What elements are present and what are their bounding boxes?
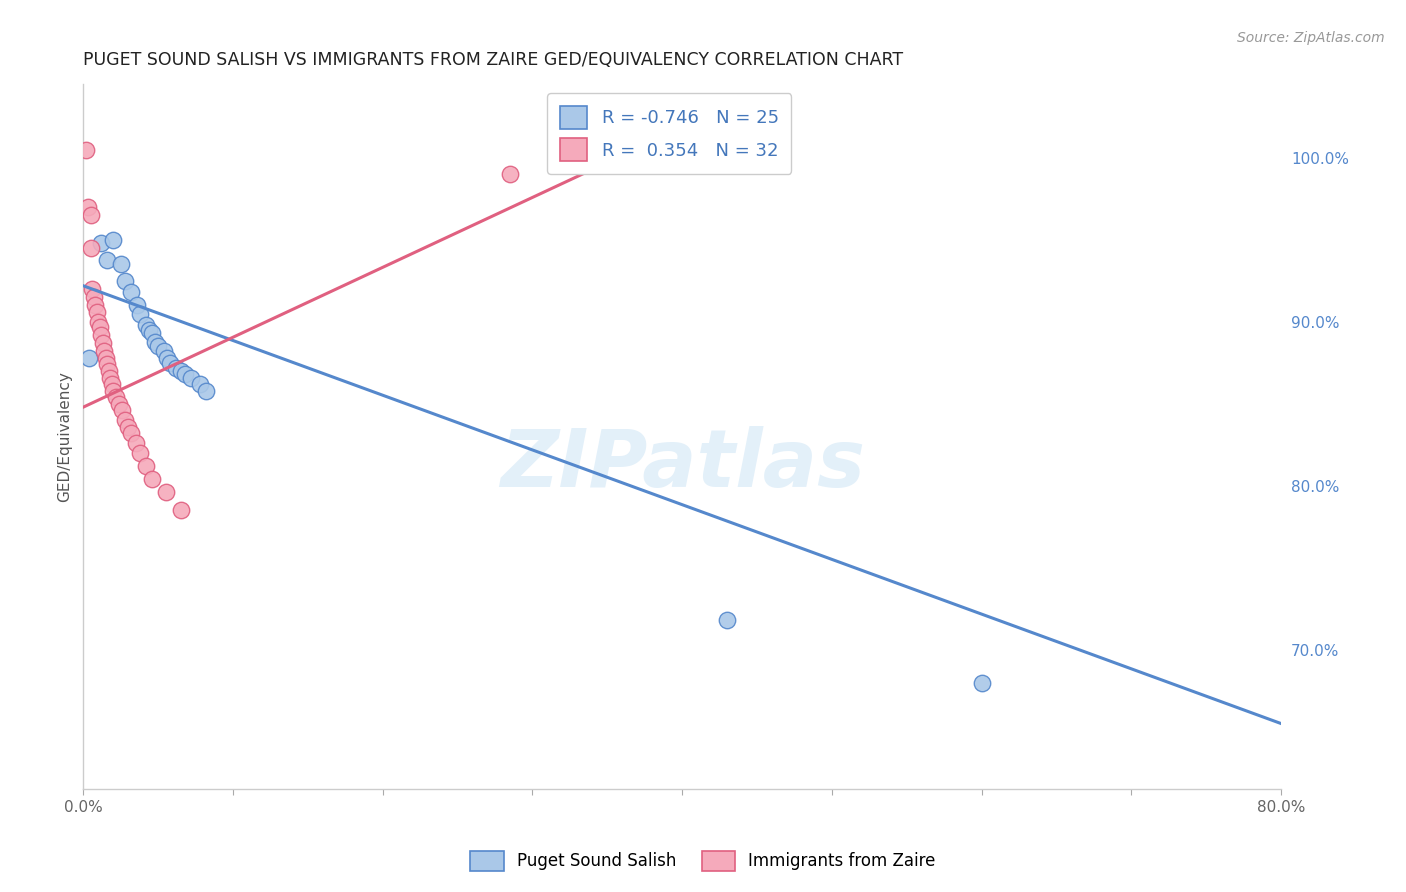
Point [114, 274, 136, 288]
Point [93, 344, 115, 359]
Point [156, 351, 179, 365]
Point [129, 446, 152, 460]
Point [120, 285, 142, 300]
Point [117, 419, 139, 434]
Point [98, 370, 121, 384]
Point [125, 436, 148, 450]
Point [97, 364, 120, 378]
Point [111, 403, 134, 417]
Point [96, 358, 118, 372]
Point [94, 351, 117, 365]
Point [153, 344, 176, 359]
Point [143, 334, 166, 349]
Point [91, 336, 114, 351]
Point [80, 208, 103, 222]
Point [83, 290, 105, 304]
Point [141, 472, 163, 486]
Point [77, 351, 100, 365]
Point [146, 339, 169, 353]
Point [90, 236, 112, 251]
Point [84, 298, 107, 312]
Point [159, 356, 181, 370]
Point [195, 384, 218, 398]
Point [103, 384, 125, 398]
Point [174, 368, 197, 382]
Point [90, 328, 112, 343]
Point [127, 298, 149, 312]
Point [87, 315, 110, 329]
Text: Source: ZipAtlas.com: Source: ZipAtlas.com [1237, 31, 1385, 45]
Point [716, 613, 738, 627]
Point [105, 390, 128, 404]
Point [135, 459, 157, 474]
Point [114, 413, 136, 427]
Point [103, 233, 125, 247]
Point [141, 326, 163, 341]
Point [120, 426, 142, 441]
Text: PUGET SOUND SALISH VS IMMIGRANTS FROM ZAIRE GED/EQUIVALENCY CORRELATION CHART: PUGET SOUND SALISH VS IMMIGRANTS FROM ZA… [83, 51, 904, 69]
Point [110, 258, 132, 272]
Point [138, 323, 160, 337]
Point [82, 282, 104, 296]
Point [89, 319, 111, 334]
Point [180, 370, 202, 384]
Point [165, 360, 187, 375]
Point [129, 307, 152, 321]
Y-axis label: GED/Equivalency: GED/Equivalency [58, 371, 72, 502]
Point [188, 377, 211, 392]
Point [135, 318, 157, 333]
Point [108, 397, 131, 411]
Point [155, 485, 177, 500]
Point [970, 675, 993, 690]
Point [76, 200, 98, 214]
Legend: R = -0.746   N = 25, R =  0.354   N = 32: R = -0.746 N = 25, R = 0.354 N = 32 [547, 93, 792, 174]
Point [75, 143, 97, 157]
Point [80, 241, 103, 255]
Text: ZIPatlas: ZIPatlas [499, 425, 865, 504]
Point [169, 364, 191, 378]
Point [499, 167, 522, 181]
Legend: Puget Sound Salish, Immigrants from Zaire: Puget Sound Salish, Immigrants from Zair… [463, 842, 943, 880]
Point [96, 252, 118, 267]
Point [100, 377, 122, 392]
Point [86, 305, 108, 319]
Point [169, 503, 191, 517]
